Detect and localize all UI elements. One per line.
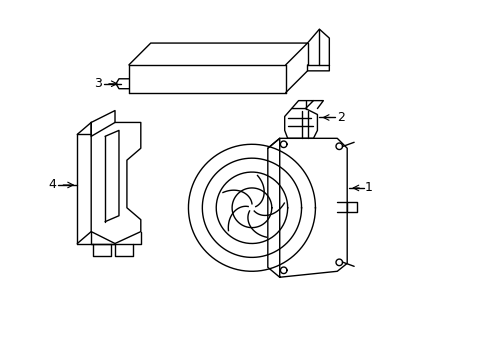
Text: 3: 3	[94, 77, 102, 90]
Text: 1: 1	[365, 181, 372, 194]
Text: 2: 2	[337, 111, 345, 124]
Text: 4: 4	[48, 179, 56, 192]
